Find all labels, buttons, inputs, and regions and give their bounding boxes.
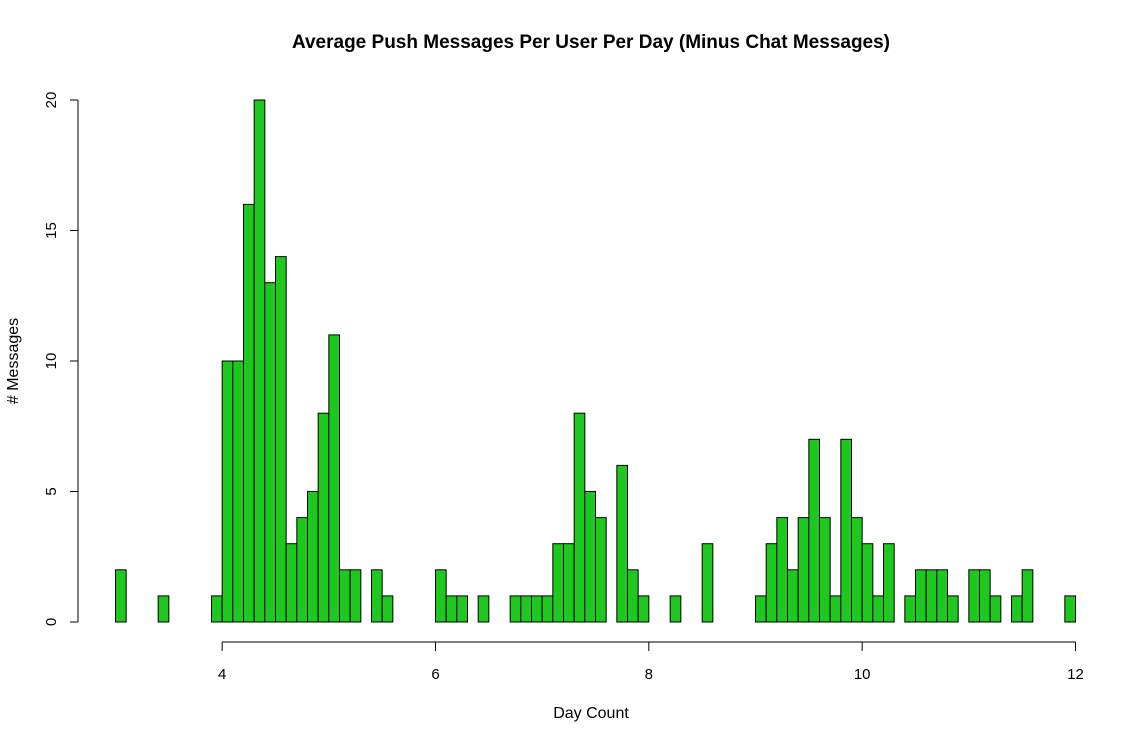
histogram-bar [211, 595, 223, 623]
histogram-bar [371, 569, 383, 623]
histogram-bar [595, 517, 607, 623]
histogram-bar [157, 595, 170, 623]
histogram-bar [765, 543, 778, 623]
y-tick-label: 5 [43, 487, 60, 495]
histogram-bar [915, 569, 927, 623]
histogram-bar [936, 569, 949, 623]
x-tick-label: 12 [1067, 666, 1084, 683]
histogram-bar [285, 543, 298, 623]
histogram-bar [883, 543, 895, 623]
histogram-bar [349, 569, 362, 623]
x-tick-label: 8 [645, 666, 653, 683]
histogram-bar [904, 595, 917, 623]
histogram-bar [819, 517, 831, 623]
histogram-bar [861, 543, 874, 623]
histogram-bar [947, 595, 959, 623]
histogram-bar [616, 464, 629, 623]
histogram-bar [445, 595, 458, 623]
y-tick-label: 15 [43, 222, 60, 239]
histogram-bar [317, 412, 330, 623]
histogram-bar [776, 517, 789, 623]
histogram-bar [797, 517, 810, 623]
histogram-bar [979, 569, 991, 623]
y-axis-label: # Messages [5, 318, 22, 404]
histogram-bar [584, 491, 597, 623]
histogram-bar [243, 203, 255, 623]
histogram-bar [307, 491, 319, 623]
histogram-bar [627, 569, 639, 623]
histogram-bar [1011, 595, 1023, 623]
histogram-bar [531, 595, 543, 623]
histogram-bar [520, 595, 533, 623]
histogram-bar [477, 595, 490, 623]
histogram-bar [573, 412, 586, 623]
histogram-bar [115, 569, 127, 623]
histogram-bar [968, 569, 981, 623]
histogram-bar [541, 595, 554, 623]
histogram-bar [296, 517, 308, 623]
x-tick-label: 6 [431, 666, 439, 683]
y-axis: 0 5 10 15 20 [43, 92, 79, 626]
histogram-bar [563, 543, 575, 623]
histogram-bar [232, 360, 245, 623]
chart-title: Average Push Messages Per User Per Day (… [292, 32, 890, 53]
histogram-bar [669, 595, 682, 623]
histogram-bar [509, 595, 522, 623]
histogram-bar [829, 595, 842, 623]
histogram-bar [872, 595, 885, 623]
histogram-bar [637, 595, 650, 623]
y-tick-label: 10 [43, 353, 60, 370]
histogram-bar [925, 569, 938, 623]
histogram-bar [755, 595, 767, 623]
histogram-bar [339, 569, 351, 623]
x-axis-label: Day Count [553, 705, 629, 722]
y-tick-label: 20 [43, 92, 60, 109]
histogram-bar [552, 543, 565, 623]
histogram-bar [456, 595, 468, 623]
histogram-bar [989, 595, 1002, 623]
y-tick-label: 0 [43, 618, 60, 626]
x-tick-label: 10 [854, 666, 871, 683]
histogram-bar [221, 360, 234, 623]
histogram-bar [787, 569, 799, 623]
histogram-bar [253, 99, 266, 623]
histogram-bar [1064, 595, 1076, 623]
histogram-bar [264, 282, 276, 623]
x-tick-label: 4 [218, 666, 226, 683]
histogram-bar [1021, 569, 1034, 623]
histogram-bar [275, 256, 287, 623]
histogram-bar [328, 334, 340, 623]
bars-group [115, 99, 1076, 623]
histogram-bar [851, 517, 863, 623]
histogram-bar [381, 595, 394, 623]
histogram-bar [840, 438, 853, 623]
histogram-bar [701, 543, 714, 623]
x-axis: 4 6 8 10 12 [218, 641, 1084, 683]
histogram-bar [435, 569, 447, 623]
histogram-bar [808, 438, 821, 623]
